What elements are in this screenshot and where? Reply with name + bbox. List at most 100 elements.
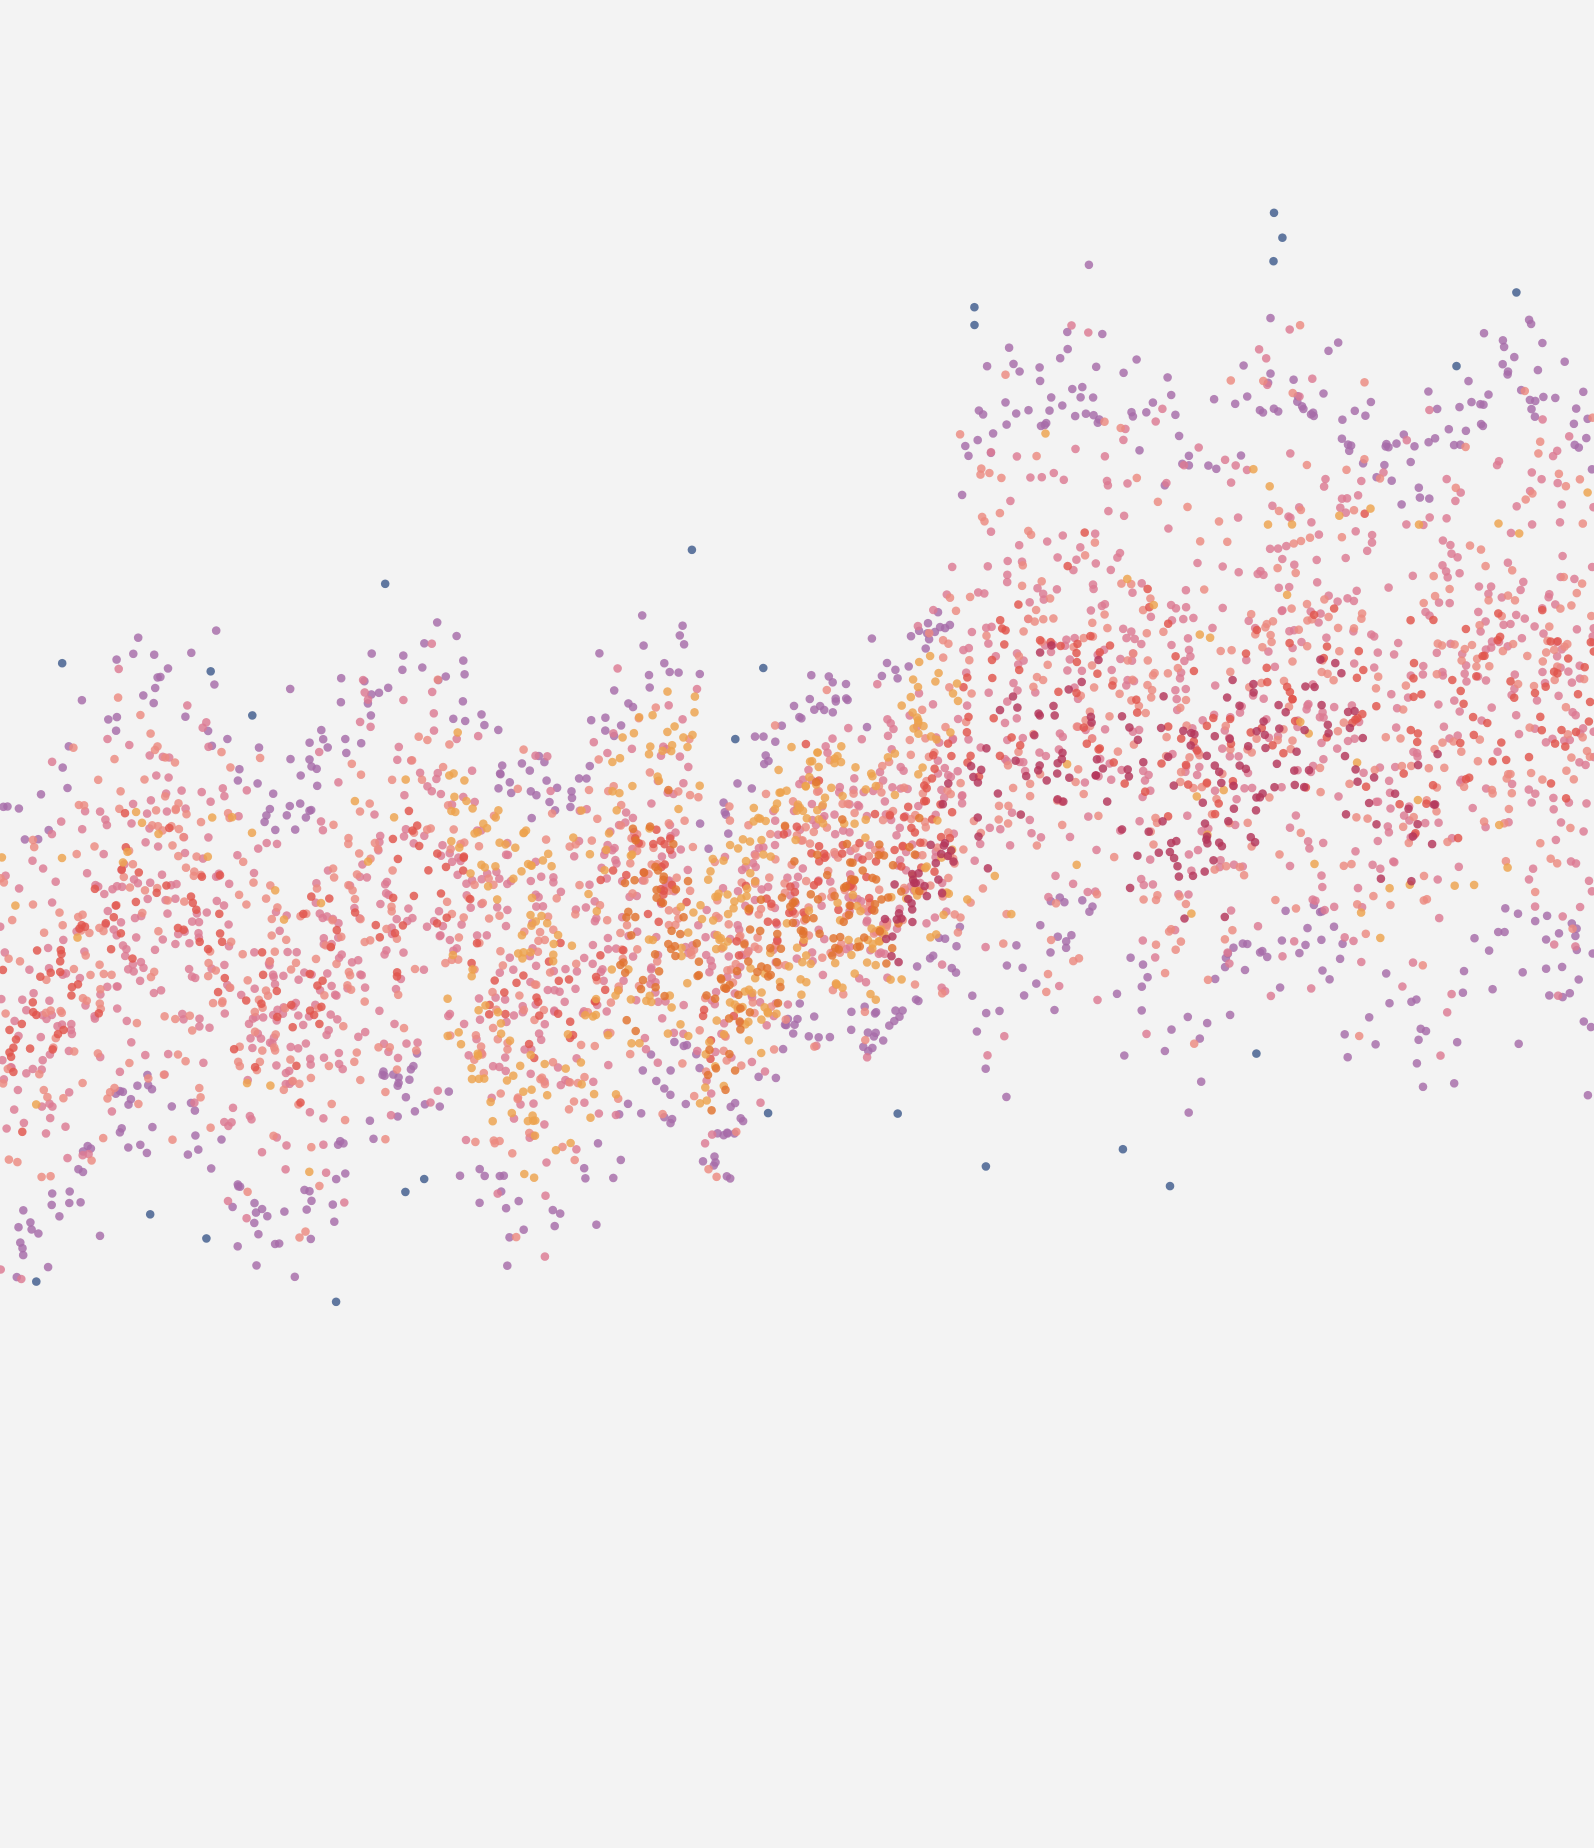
data-point-pink <box>1270 662 1280 672</box>
data-point-orange <box>131 807 141 817</box>
data-point-purple <box>302 1205 312 1214</box>
data-point-crimson <box>934 875 943 884</box>
data-point-purple <box>460 716 470 726</box>
data-point-pink <box>770 840 780 850</box>
data-point-pink <box>1273 544 1283 553</box>
data-point-orange <box>838 791 847 801</box>
data-point-pink <box>1218 603 1227 613</box>
data-point-pink <box>1080 778 1090 787</box>
data-point-pink <box>1049 468 1059 478</box>
data-point-purple <box>1449 440 1459 450</box>
data-point-dark_orange <box>766 943 775 953</box>
data-point-pink <box>1184 890 1193 899</box>
data-point-purple <box>805 694 815 704</box>
data-point-salmon <box>535 927 545 937</box>
data-point-pink <box>1317 871 1326 880</box>
data-point-purple <box>1542 911 1552 921</box>
data-point-salmon <box>943 786 952 795</box>
data-point-pink <box>482 931 492 940</box>
data-point-salmon <box>1057 820 1067 830</box>
data-point-orange <box>567 941 577 950</box>
data-point-orange <box>520 1169 529 1179</box>
data-point-purple <box>112 655 121 664</box>
data-point-red <box>858 855 867 864</box>
data-point-red <box>591 972 601 982</box>
data-point-red <box>1157 759 1166 768</box>
data-point-salmon <box>329 820 338 830</box>
data-point-red <box>1171 652 1180 661</box>
data-point-pink <box>1553 478 1562 488</box>
data-point-salmon <box>1094 811 1103 821</box>
data-point-pink <box>1077 666 1087 676</box>
data-point-salmon <box>1396 734 1405 743</box>
data-point-purple <box>36 790 46 799</box>
data-point-salmon <box>1026 530 1036 539</box>
data-point-crimson <box>1404 804 1413 814</box>
data-point-pink <box>679 778 688 788</box>
data-point-orange <box>697 914 707 924</box>
data-point-pink <box>180 848 190 858</box>
data-point-pink <box>224 920 233 929</box>
data-point-purple <box>1324 346 1333 356</box>
data-point-salmon <box>1507 788 1517 798</box>
data-point-pink <box>1442 474 1451 484</box>
data-point-crimson <box>1053 795 1062 804</box>
data-point-crimson <box>1228 675 1237 685</box>
data-point-salmon <box>1049 614 1058 623</box>
data-point-salmon <box>13 1157 22 1167</box>
data-point-purple <box>1002 1092 1011 1102</box>
data-point-orange <box>653 772 662 781</box>
data-point-red <box>1537 725 1547 735</box>
data-point-salmon <box>1271 895 1280 905</box>
data-point-orange <box>741 856 751 866</box>
data-point-salmon <box>849 789 858 798</box>
data-point-salmon <box>1316 787 1325 797</box>
data-point-crimson <box>1057 754 1067 764</box>
data-point-pink <box>1244 616 1253 626</box>
data-point-pink <box>13 1085 23 1095</box>
data-point-orange <box>677 943 686 953</box>
data-point-pink <box>1418 670 1428 679</box>
data-point-pink <box>1119 435 1128 445</box>
data-point-orange <box>247 828 257 838</box>
data-point-purple <box>595 649 604 658</box>
data-point-purple <box>1239 361 1248 370</box>
data-point-salmon <box>1001 370 1010 380</box>
data-point-red <box>790 887 800 897</box>
data-point-crimson <box>995 705 1005 715</box>
data-point-pink <box>970 856 979 865</box>
data-point-salmon <box>315 1181 324 1191</box>
data-point-purple <box>1045 406 1054 415</box>
data-point-salmon <box>81 951 90 960</box>
data-point-purple <box>286 754 295 764</box>
data-point-red <box>1453 833 1463 843</box>
data-point-crimson <box>1229 804 1239 813</box>
data-point-salmon <box>1563 730 1573 739</box>
data-point-purple <box>1381 442 1390 451</box>
data-point-pink <box>1402 435 1412 445</box>
data-point-pink <box>129 875 139 884</box>
data-point-red <box>1509 693 1519 702</box>
data-point-salmon <box>346 985 356 994</box>
data-point-crimson <box>1008 692 1018 701</box>
data-point-purple <box>704 844 713 853</box>
data-point-salmon <box>839 990 848 999</box>
data-point-pink <box>914 689 924 698</box>
data-point-pink <box>561 964 570 974</box>
data-point-pink <box>1421 607 1430 617</box>
data-point-dark_orange <box>753 967 762 977</box>
data-point-purple <box>14 804 24 813</box>
data-point-red <box>1181 760 1191 770</box>
data-point-pink <box>1557 500 1566 509</box>
data-point-red <box>197 872 207 881</box>
data-point-red <box>28 998 38 1007</box>
data-point-pink <box>1084 328 1093 337</box>
data-point-purple <box>306 1234 316 1244</box>
data-point-purple <box>771 1073 781 1083</box>
data-point-pink <box>1519 577 1528 587</box>
data-point-purple <box>828 708 838 717</box>
data-point-pink <box>526 1069 535 1079</box>
data-point-crimson <box>1408 832 1418 841</box>
data-point-pink <box>1025 815 1035 825</box>
data-point-purple <box>911 995 921 1004</box>
